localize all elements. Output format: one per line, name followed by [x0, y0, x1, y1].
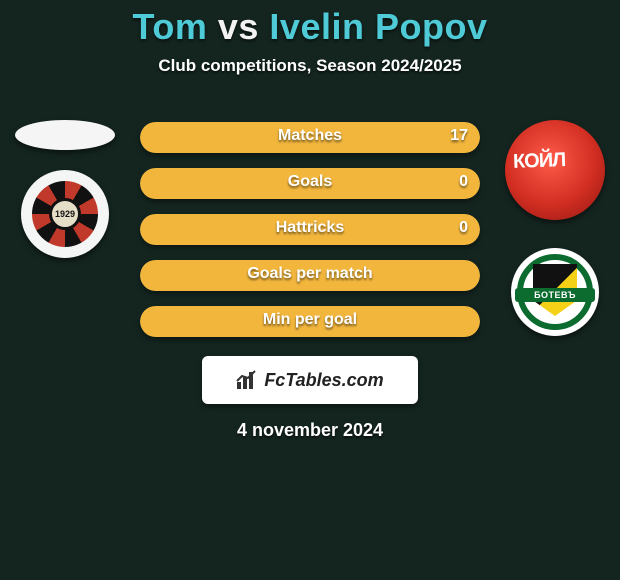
vs-label: vs — [218, 6, 259, 47]
stat-value-player2: 17 — [450, 127, 468, 145]
player1-name: Tom — [133, 6, 208, 47]
snapshot-date: 4 november 2024 — [0, 420, 620, 441]
player1-photo-placeholder — [15, 120, 115, 150]
stat-value-player2: 0 — [459, 173, 468, 191]
player2-name: Ivelin Popov — [269, 6, 487, 47]
player2-photo: КОЙЛ — [505, 120, 605, 220]
stat-value-player2: 0 — [459, 219, 468, 237]
stat-label: Hattricks — [140, 219, 480, 237]
stat-row: Goals per match — [140, 260, 480, 291]
bar-chart-icon — [236, 370, 258, 390]
season-subtitle: Club competitions, Season 2024/2025 — [0, 56, 620, 76]
stat-label: Matches — [140, 127, 480, 145]
stat-row: Min per goal — [140, 306, 480, 337]
player1-column: 1929 — [10, 120, 120, 258]
brand-watermark: FcTables.com — [202, 356, 418, 404]
comparison-title: Tom vs Ivelin Popov — [0, 0, 620, 48]
stat-row: Matches17 — [140, 122, 480, 153]
stat-label: Min per goal — [140, 311, 480, 329]
stat-row: Goals0 — [140, 168, 480, 199]
stat-row: Hattricks0 — [140, 214, 480, 245]
shirt-sponsor-text: КОЙЛ — [513, 149, 566, 174]
crest-band: БОТЕВЪ — [515, 288, 595, 302]
player2-column: КОЙЛ БОТЕВЪ — [500, 120, 610, 336]
player1-club-crest: 1929 — [21, 170, 109, 258]
stat-label: Goals — [140, 173, 480, 191]
stats-panel: Matches17Goals0Hattricks0Goals per match… — [140, 122, 480, 352]
crest-stripes: 1929 — [32, 181, 98, 247]
brand-text: FcTables.com — [264, 370, 383, 391]
crest-core: 1929 — [49, 198, 81, 230]
stat-label: Goals per match — [140, 265, 480, 283]
player2-club-crest: БОТЕВЪ — [511, 248, 599, 336]
